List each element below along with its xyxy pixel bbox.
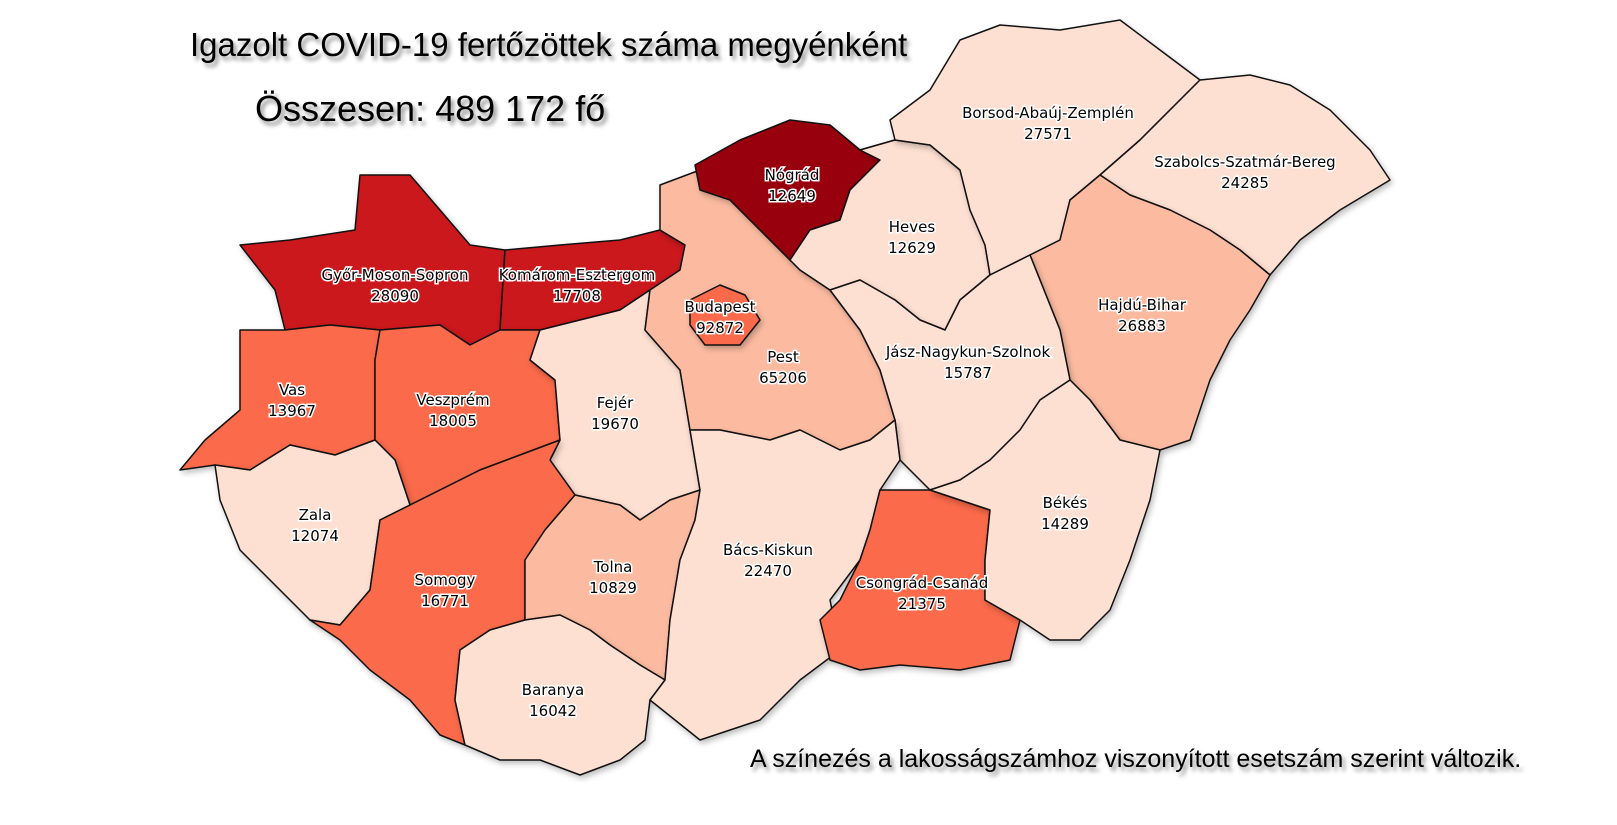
county-cases-heves: 12629 — [888, 239, 936, 257]
county-cases-tolna: 10829 — [589, 579, 637, 597]
county-cases-nograd: 12649 — [768, 187, 816, 205]
county-bacs-kiskun — [649, 419, 901, 741]
county-cases-komarom-esztergom: 17708 — [553, 287, 601, 305]
county-gyor-moson-sopron — [239, 174, 506, 346]
county-cases-bacs-kiskun: 22470 — [744, 562, 792, 580]
county-cases-somogy: 16771 — [421, 592, 469, 610]
county-name-somogy: Somogy — [415, 571, 476, 589]
county-name-csongrad-csanad: Csongrád-Csanád — [856, 574, 989, 592]
county-name-budapest: Budapest — [685, 298, 756, 316]
county-name-hajdu-bihar: Hajdú-Bihar — [1098, 296, 1187, 314]
county-name-tolna: Tolna — [593, 558, 633, 576]
county-name-bekes: Békés — [1043, 494, 1088, 512]
county-cases-pest: 65206 — [759, 369, 807, 387]
county-cases-vas: 13967 — [268, 402, 316, 420]
county-name-baranya: Baranya — [522, 681, 584, 699]
county-baranya — [454, 614, 666, 776]
county-name-bacs-kiskun: Bács-Kiskun — [723, 541, 813, 559]
county-name-nograd: Nógrád — [765, 166, 820, 184]
county-cases-bekes: 14289 — [1041, 515, 1089, 533]
county-name-zala: Zala — [299, 506, 332, 524]
county-name-heves: Heves — [889, 218, 936, 236]
map-title: Igazolt COVID-19 fertőzöttek száma megyé… — [190, 26, 908, 63]
county-name-gyor-moson-sopron: Győr-Moson-Sopron — [321, 266, 468, 284]
county-cases-szabolcs-szatmar-bereg: 24285 — [1221, 174, 1269, 192]
county-name-vas: Vas — [279, 381, 305, 399]
county-name-fejer: Fejér — [597, 394, 634, 412]
total-cases: Összesen: 489 172 fő — [255, 88, 606, 129]
county-cases-veszprem: 18005 — [429, 412, 477, 430]
county-name-pest: Pest — [767, 348, 799, 366]
color-note: A színezés a lakosságszámhoz viszonyítot… — [750, 745, 1522, 773]
county-budapest — [689, 284, 761, 346]
county-name-jasz-nagykun-szolnok: Jász-Nagykun-Szolnok — [885, 343, 1051, 361]
county-name-szabolcs-szatmar-bereg: Szabolcs-Szatmár-Bereg — [1154, 153, 1335, 171]
county-cases-baranya: 16042 — [529, 702, 577, 720]
county-cases-budapest: 92872 — [696, 319, 744, 337]
county-cases-zala: 12074 — [291, 527, 339, 545]
county-cases-jasz-nagykun-szolnok: 15787 — [944, 364, 992, 382]
county-name-borsod-abauj-zemplen: Borsod-Abaúj-Zemplén — [962, 104, 1134, 122]
county-cases-csongrad-csanad: 21375 — [898, 595, 946, 613]
county-cases-gyor-moson-sopron: 28090 — [371, 287, 419, 305]
county-bekes — [929, 379, 1161, 641]
county-cases-borsod-abauj-zemplen: 27571 — [1024, 125, 1072, 143]
county-name-komarom-esztergom: Komárom-Esztergom — [499, 266, 656, 284]
county-cases-fejer: 19670 — [591, 415, 639, 433]
county-cases-hajdu-bihar: 26883 — [1118, 317, 1166, 335]
county-name-veszprem: Veszprém — [416, 391, 489, 409]
